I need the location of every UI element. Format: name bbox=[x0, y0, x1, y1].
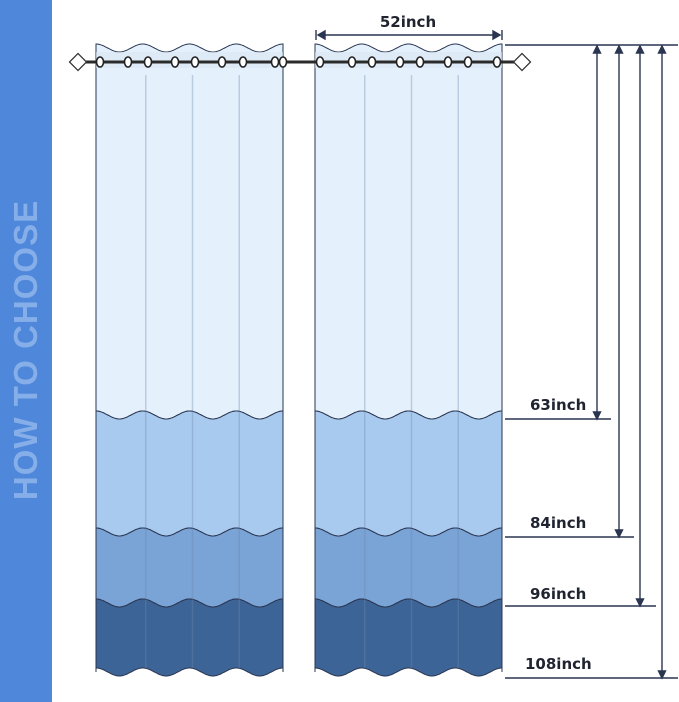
length-arrows-icon-84 bbox=[614, 44, 624, 539]
grommet bbox=[190, 56, 200, 68]
curtain-header bbox=[315, 52, 502, 68]
length-label-63: 63inch bbox=[530, 396, 586, 414]
grommet bbox=[143, 56, 153, 68]
curtain-band-84 bbox=[314, 410, 503, 537]
grommet bbox=[170, 56, 180, 68]
grommet bbox=[270, 56, 280, 68]
grommet bbox=[367, 56, 377, 68]
length-arrows-icon-108 bbox=[657, 44, 667, 680]
curtain-band-108 bbox=[95, 598, 284, 677]
curtain-band-96 bbox=[95, 527, 284, 608]
grommet bbox=[463, 56, 473, 68]
grommet bbox=[123, 56, 133, 68]
grommet bbox=[238, 56, 248, 68]
curtain-band-63 bbox=[95, 43, 284, 420]
curtain-header bbox=[96, 52, 283, 68]
grommet bbox=[395, 56, 405, 68]
width-label: 52inch bbox=[380, 13, 436, 31]
curtain-edge bbox=[95, 52, 284, 672]
rod-finial-right bbox=[512, 52, 532, 72]
length-label-108: 108inch bbox=[525, 655, 592, 673]
side-bar: HOW TO CHOOSE bbox=[0, 0, 52, 702]
grommet bbox=[95, 56, 105, 68]
curtain-band-63 bbox=[314, 43, 503, 420]
length-arrows-icon-96 bbox=[635, 44, 645, 608]
curtain-band-96 bbox=[314, 527, 503, 608]
width-arrows-icon bbox=[315, 29, 503, 41]
grommet bbox=[278, 56, 288, 68]
curtain-band-84 bbox=[95, 410, 284, 537]
length-label-96: 96inch bbox=[530, 585, 586, 603]
length-label-84: 84inch bbox=[530, 514, 586, 532]
grommet bbox=[492, 56, 502, 68]
grommet bbox=[217, 56, 227, 68]
grommet bbox=[347, 56, 357, 68]
grommet bbox=[415, 56, 425, 68]
curtain-panel-right bbox=[314, 43, 503, 677]
curtain-edge bbox=[314, 52, 503, 672]
length-arrows-icon-63 bbox=[592, 44, 602, 421]
grommet bbox=[443, 56, 453, 68]
curtain-band-108 bbox=[314, 598, 503, 677]
curtain-panel-left bbox=[95, 43, 284, 677]
rod-finial-left bbox=[68, 52, 88, 72]
grommet bbox=[315, 56, 325, 68]
